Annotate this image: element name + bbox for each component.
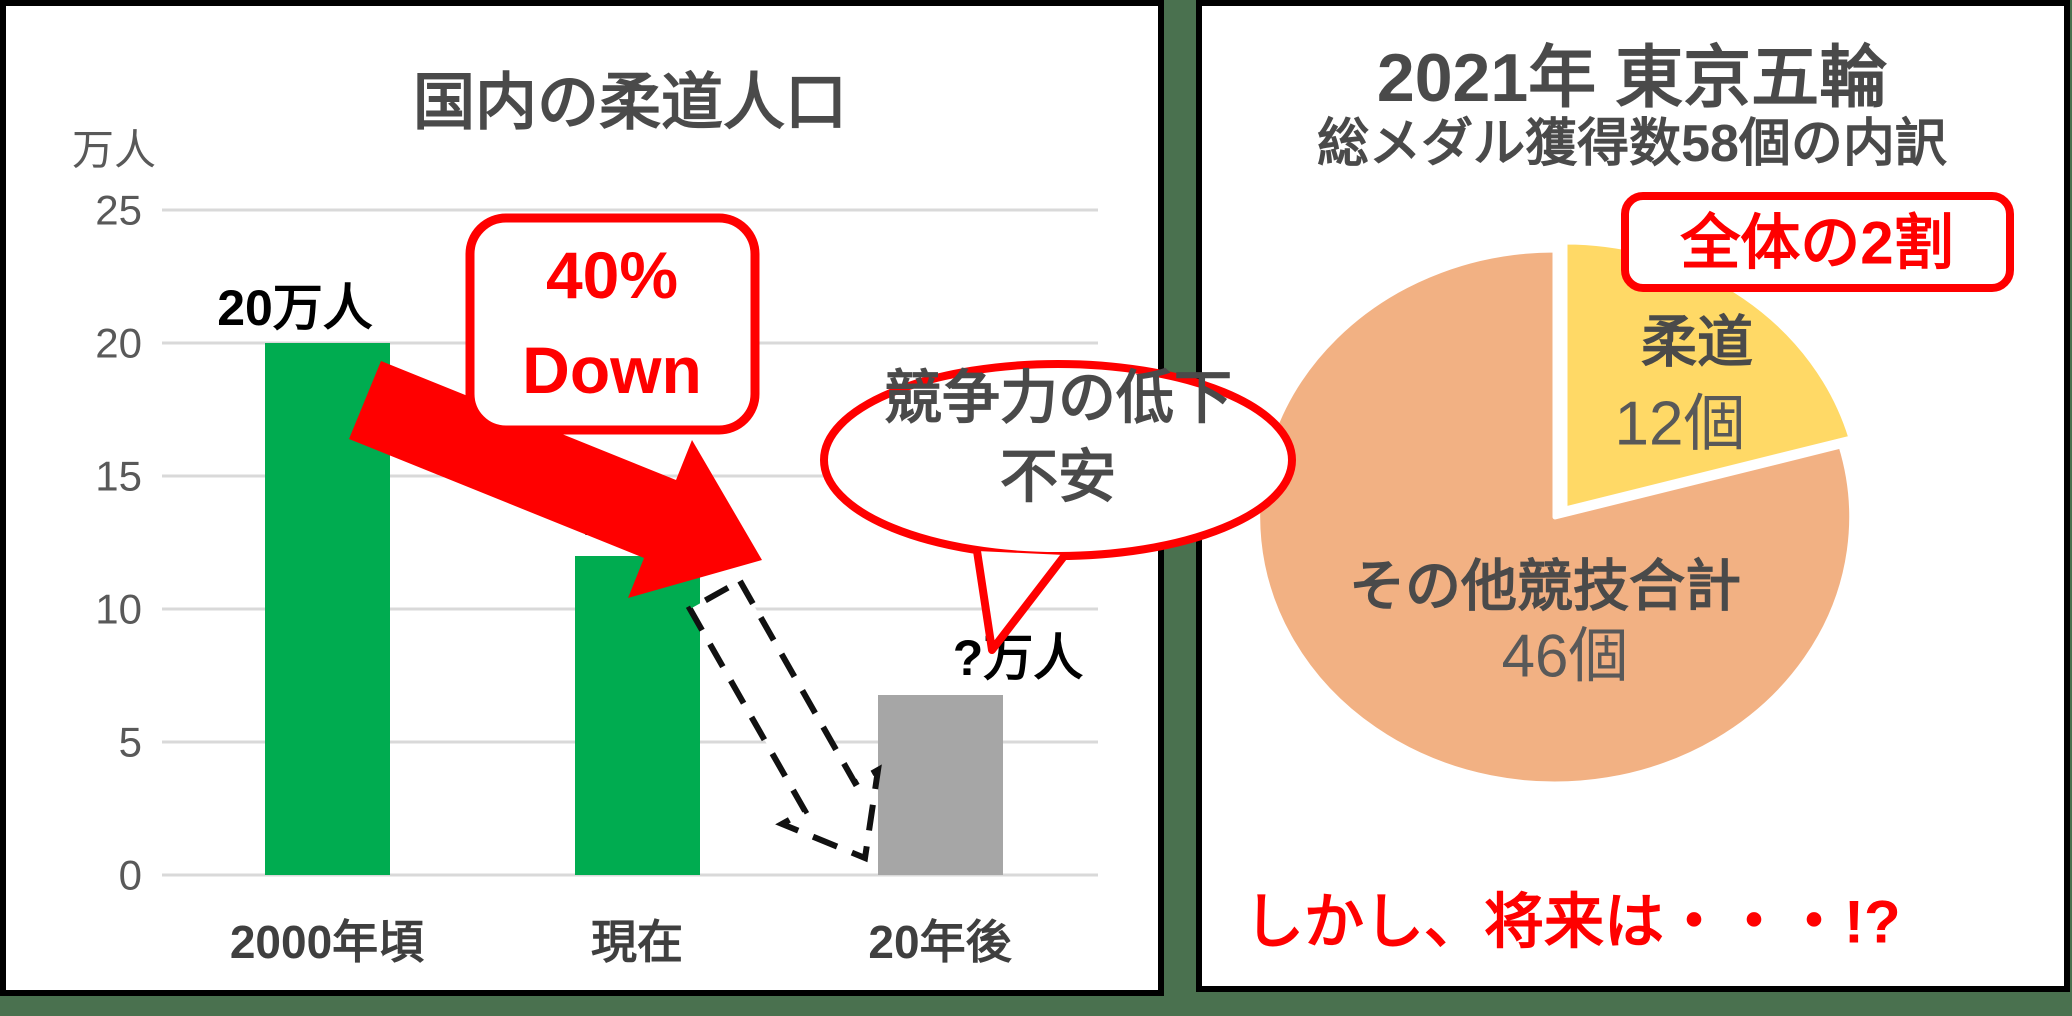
x-label-present: 現在	[591, 916, 683, 968]
share-badge-box	[1621, 192, 2014, 292]
judo-slice-count: 12個	[1615, 390, 1746, 459]
pie-slice-others	[1255, 247, 1855, 787]
drop-badge-line2: Down	[522, 333, 702, 407]
pie-chart-title-line1: 2021年 東京五輪	[1377, 40, 1887, 116]
drop-badge-box	[465, 213, 760, 435]
judo-slice-name: 柔道	[1641, 311, 1753, 374]
bubble-text-line2: 不安	[1000, 445, 1116, 510]
y-tick-10: 10	[95, 586, 142, 633]
y-tick-0: 0	[119, 852, 142, 899]
bubble-text-line1: 競争力の低下	[884, 366, 1232, 431]
x-label-20years-later: 20年後	[868, 916, 1012, 968]
bar-value-20man: 20万人	[217, 280, 373, 336]
drop-badge-line1: 40%	[546, 238, 678, 312]
y-tick-20: 20	[95, 320, 142, 367]
y-tick-15: 15	[95, 453, 142, 500]
dashed-forecast-arrow	[685, 576, 882, 863]
decline-arrow	[349, 361, 762, 598]
bar-20years-later	[878, 695, 1003, 875]
bar-value-unknown: ?万人	[953, 630, 1084, 686]
others-slice-count: 46個	[1502, 623, 1629, 690]
bar-present	[575, 556, 700, 875]
y-axis-ticks: 25 20 15 10 5 0	[95, 187, 142, 899]
share-badge-label: 全体の2割	[1679, 210, 1953, 277]
y-axis-unit-label: 万人	[72, 127, 156, 174]
speech-bubble-tail	[973, 550, 1069, 654]
y-tick-25: 25	[95, 187, 142, 234]
pie-slice-judo	[1562, 239, 1854, 512]
bar-chart-title: 国内の柔道人口	[413, 69, 847, 138]
future-warning-text: しかし、将来は・・・!?	[1244, 889, 1901, 956]
x-label-2000: 2000年頃	[230, 916, 424, 968]
y-tick-5: 5	[119, 719, 142, 766]
x-axis-labels: 2000年頃 現在 20年後	[230, 916, 1013, 968]
pie-chart-title-line2: 総メダル獲得数58個の内訳	[1317, 115, 1948, 173]
others-slice-name: その他競技合計	[1349, 555, 1741, 618]
